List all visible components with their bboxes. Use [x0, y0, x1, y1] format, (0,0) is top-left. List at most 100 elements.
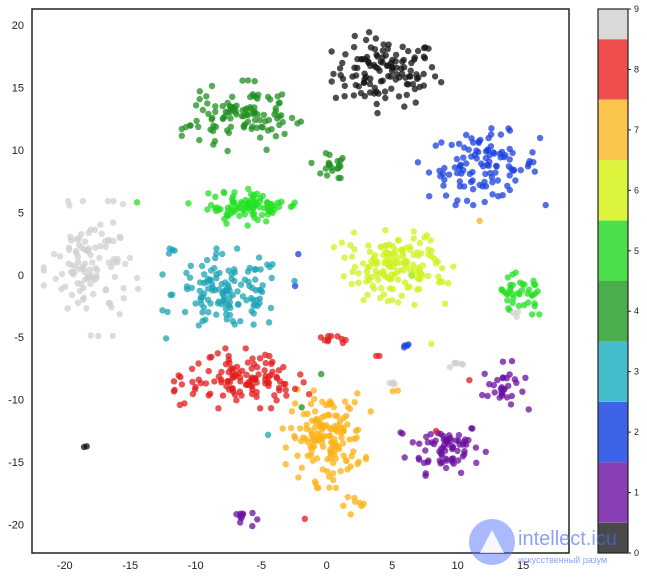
colorbar-segment-0 — [598, 522, 628, 553]
data-point-class-8 — [248, 390, 256, 398]
data-point-class-9 — [79, 296, 87, 303]
y-tick-label: -5 — [14, 332, 24, 344]
data-point-class-4 — [272, 133, 280, 140]
data-point-class-4 — [329, 167, 336, 174]
data-point-class-7 — [327, 399, 335, 407]
data-point-class-2 — [455, 140, 463, 147]
data-point-class-5 — [245, 185, 252, 192]
data-point-class-5 — [518, 287, 526, 294]
data-point-class-8 — [338, 335, 345, 343]
data-point-class-2 — [465, 146, 472, 153]
data-point-class-2 — [463, 131, 470, 139]
data-point-class-2 — [432, 142, 439, 149]
data-point-class-6 — [364, 273, 371, 280]
data-point-class-8 — [282, 386, 289, 394]
data-point-class-1 — [422, 472, 429, 479]
data-point-class-8 — [195, 360, 202, 367]
data-point-class-9 — [50, 250, 58, 258]
data-point-class-2 — [497, 131, 505, 138]
y-tick-label: 20 — [12, 20, 24, 32]
data-point-class-6 — [364, 291, 371, 298]
data-point-class-8 — [231, 391, 239, 398]
data-point-class-3 — [234, 288, 241, 295]
data-point-class-4 — [294, 120, 301, 127]
data-point-class-9 — [104, 197, 112, 205]
data-point-class-8 — [228, 385, 236, 392]
data-point-class-3 — [252, 287, 259, 294]
data-point-class-8 — [262, 351, 269, 358]
data-point-class-9 — [110, 219, 117, 226]
data-point-class-8 — [276, 378, 284, 385]
data-point-class-9 — [94, 267, 101, 274]
data-point-class-3 — [254, 302, 261, 310]
data-point-class-4 — [243, 111, 250, 119]
data-point-class-4 — [281, 130, 288, 138]
data-point-class-6 — [442, 300, 449, 307]
data-point-class-4 — [196, 136, 203, 144]
data-point-class-3 — [216, 269, 223, 277]
data-point-class-0 — [415, 74, 422, 81]
data-point-class-1 — [420, 459, 428, 466]
data-point-class-6 — [398, 292, 405, 299]
data-point-class-1 — [450, 460, 457, 467]
data-point-class-2 — [505, 163, 513, 170]
y-tick-label: 5 — [18, 207, 24, 219]
data-point-class-4 — [224, 99, 231, 107]
data-point-class-8 — [267, 405, 275, 412]
data-point-class-8 — [206, 354, 213, 361]
data-point-class-6 — [368, 257, 375, 265]
data-point-class-7 — [287, 424, 295, 432]
data-point-class-4 — [192, 102, 200, 109]
data-point-class-5 — [236, 212, 243, 220]
data-point-class-0 — [381, 88, 389, 95]
data-point-class-5 — [504, 297, 511, 304]
data-point-class-2 — [530, 159, 537, 166]
data-point-class-8 — [301, 515, 308, 522]
data-point-class-5 — [256, 195, 264, 202]
data-point-class-2 — [495, 193, 502, 200]
data-point-class-3 — [164, 308, 171, 316]
data-point-class-1 — [473, 459, 480, 466]
data-point-class-6 — [419, 272, 426, 279]
data-point-class-6 — [365, 242, 372, 249]
data-point-class-4 — [212, 103, 219, 110]
data-point-class-9 — [97, 221, 104, 228]
colorbar-segment-6 — [598, 160, 628, 221]
data-point-class-8 — [256, 355, 264, 362]
data-point-class-7 — [332, 412, 339, 419]
data-point-class-8 — [276, 387, 283, 394]
watermark-logo: intellect.icu искусственный разум — [469, 519, 617, 565]
data-point-class-6 — [425, 246, 432, 253]
data-point-class-5 — [205, 190, 212, 197]
data-point-class-0 — [389, 56, 396, 64]
data-point-class-5 — [212, 193, 219, 200]
data-point-class-6 — [371, 252, 379, 259]
data-point-class-2 — [488, 131, 495, 138]
data-point-class-8 — [262, 380, 269, 387]
data-point-class-8 — [283, 392, 290, 399]
data-point-class-5 — [133, 199, 141, 206]
data-point-class-6 — [349, 253, 356, 260]
data-point-class-2 — [536, 134, 544, 142]
data-point-class-1 — [422, 447, 429, 454]
data-point-class-0 — [379, 54, 386, 61]
data-point-class-6 — [383, 249, 391, 256]
data-point-class-3 — [291, 277, 298, 285]
y-tick-label: 10 — [12, 145, 24, 157]
data-point-class-3 — [196, 287, 203, 295]
data-point-class-4 — [208, 82, 216, 90]
data-point-class-2 — [529, 149, 536, 156]
colorbar-segment-8 — [598, 39, 628, 100]
data-point-class-2 — [295, 250, 302, 258]
data-point-class-0 — [342, 51, 349, 58]
x-tick-label: -10 — [188, 560, 204, 572]
data-point-class-9 — [86, 266, 94, 273]
data-point-class-2 — [425, 169, 433, 176]
data-point-class-4 — [259, 124, 266, 131]
data-point-class-1 — [237, 519, 244, 526]
colorbar-tick-label: 6 — [634, 185, 639, 195]
data-point-class-6 — [351, 263, 359, 271]
data-point-class-3 — [186, 274, 194, 281]
data-point-class-6 — [351, 246, 358, 253]
